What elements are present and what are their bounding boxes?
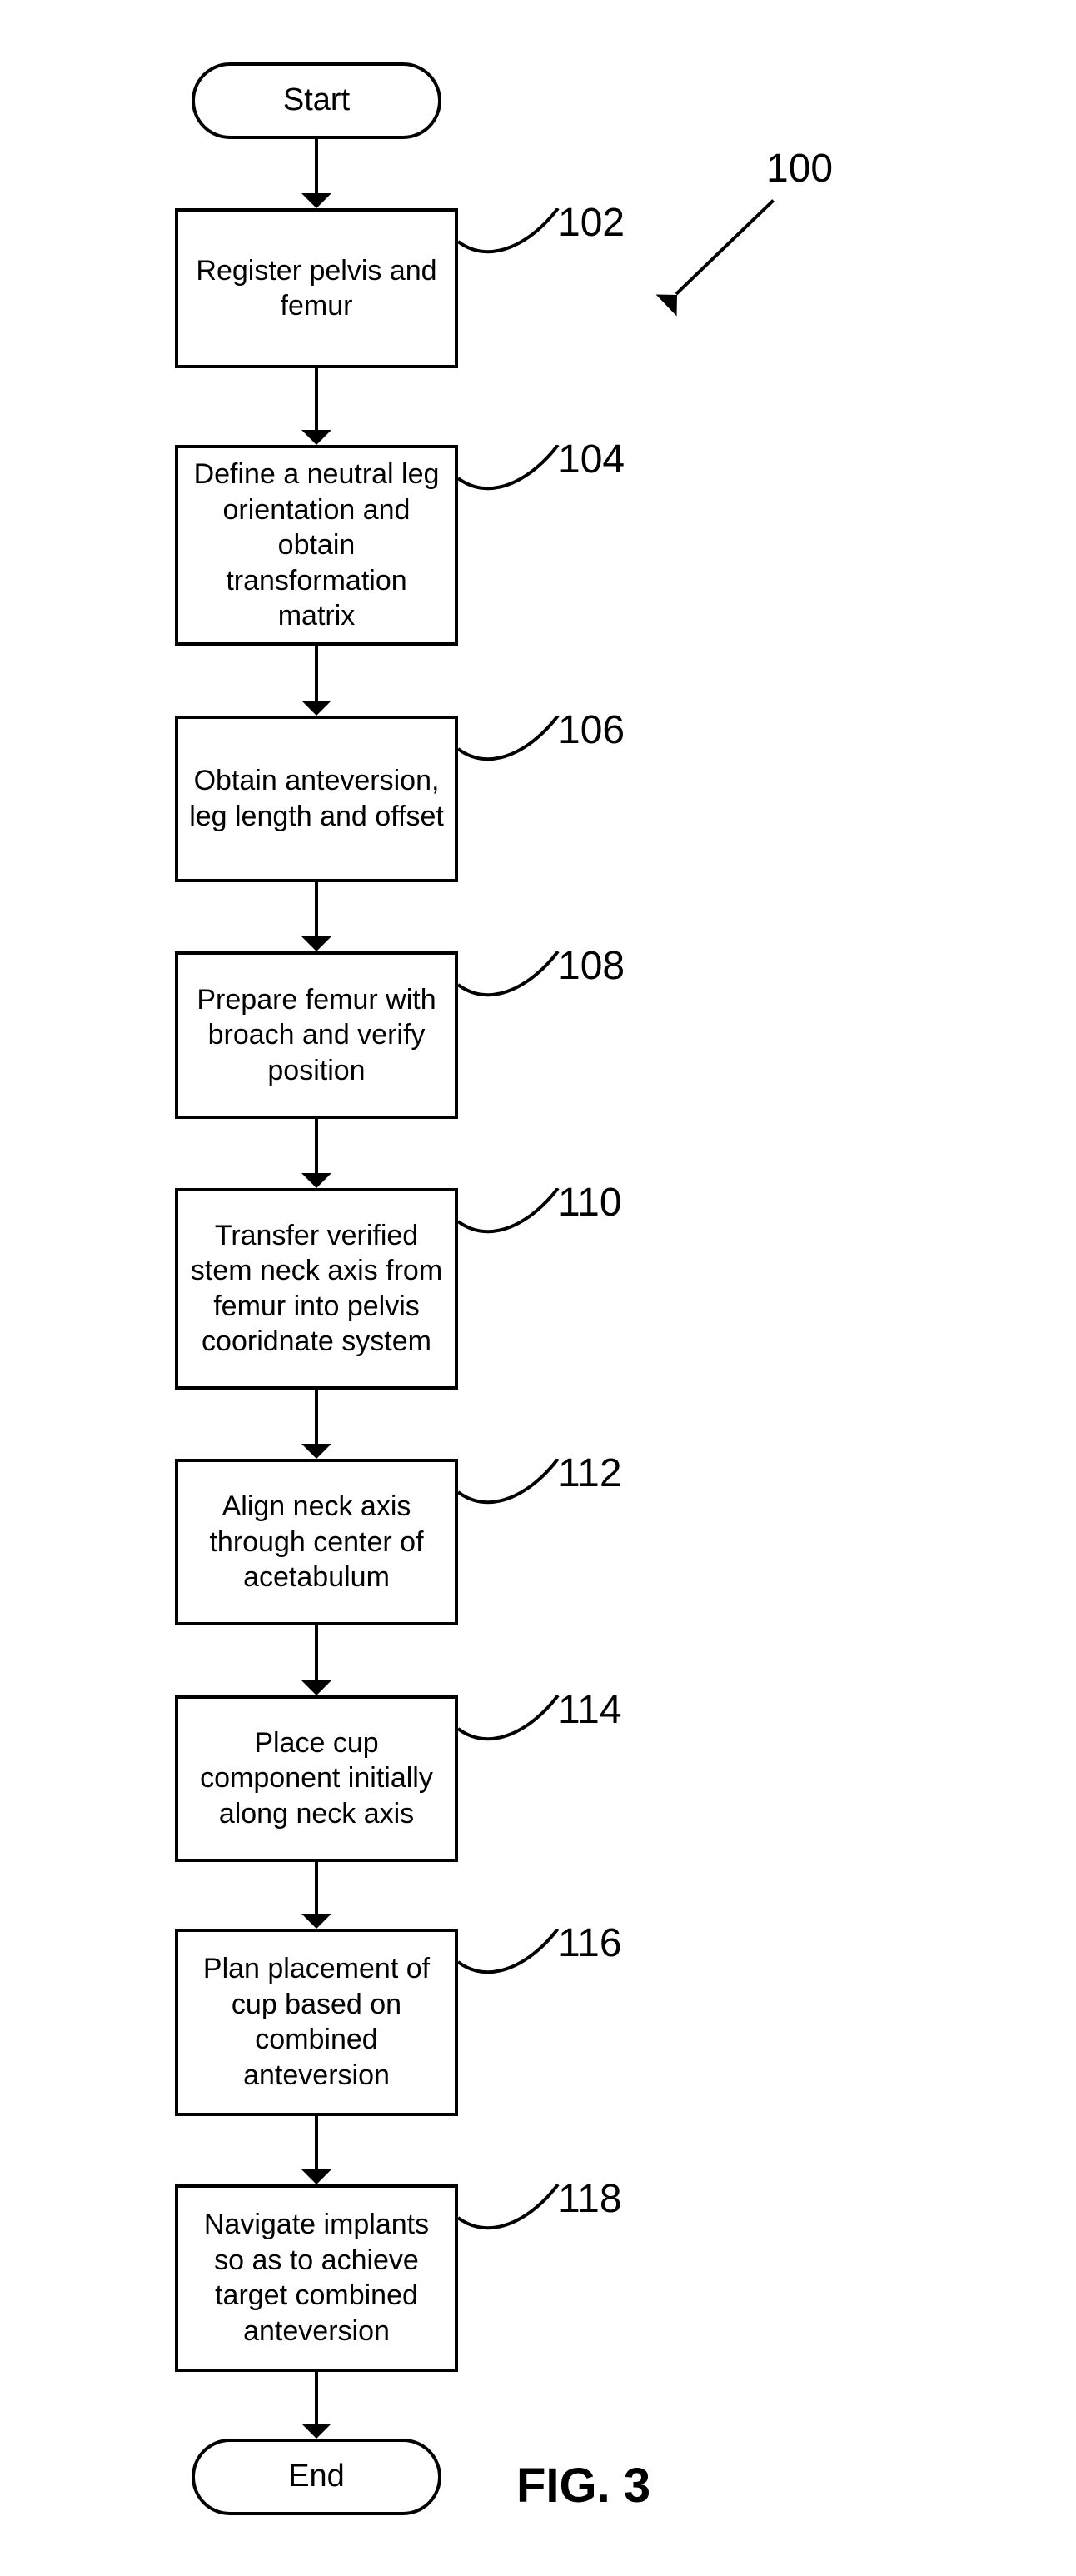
connector-line: [315, 368, 318, 430]
step-104: Define a neutral leg orientation and obt…: [175, 445, 458, 646]
connector-line: [315, 139, 318, 193]
step-label: 104: [558, 437, 625, 482]
figure-pointer-label: 100: [766, 146, 833, 192]
connector-line: [315, 1625, 318, 1680]
connector-line: [315, 1390, 318, 1444]
step-106: Obtain anteversion, leg length and offse…: [175, 716, 458, 882]
node-text: End: [288, 2457, 345, 2497]
connector-arrowhead: [301, 1680, 331, 1695]
connector-line: [315, 1119, 318, 1173]
node-text: Prepare femur with broach and verify pos…: [188, 982, 445, 1089]
connector-arrowhead: [301, 193, 331, 208]
step-label: 118: [558, 2176, 622, 2222]
connector-line: [315, 646, 318, 701]
step-label: 116: [558, 1920, 622, 1966]
connector-arrowhead: [301, 2424, 331, 2439]
step-label: 102: [558, 200, 625, 246]
step-label: 108: [558, 943, 625, 989]
connector-arrowhead: [301, 1914, 331, 1929]
step-label: 112: [558, 1450, 622, 1496]
figure-pointer-line: [675, 199, 775, 295]
connector-arrowhead: [301, 936, 331, 951]
connector-line: [315, 2372, 318, 2424]
connector-arrowhead: [301, 2169, 331, 2184]
flowchart-canvas: Start Register pelvis and femur 102 Define …: [0, 0, 1076, 2576]
step-114: Place cup component initially along neck…: [175, 1695, 458, 1862]
node-text: Navigate implants so as to achieve targe…: [188, 2207, 445, 2349]
start-terminator: Start: [192, 62, 441, 139]
connector-arrowhead: [301, 430, 331, 445]
node-text: Plan placement of cup based on combined …: [188, 1951, 445, 2093]
step-108: Prepare femur with broach and verify pos…: [175, 951, 458, 1118]
connector-arrowhead: [301, 1173, 331, 1188]
step-label: 114: [558, 1687, 622, 1733]
connector-line: [315, 882, 318, 936]
step-110: Transfer verified stem neck axis from fe…: [175, 1188, 458, 1390]
step-label: 106: [558, 707, 625, 753]
node-text: Obtain anteversion, leg length and offse…: [188, 763, 445, 834]
node-text: Align neck axis through center of acetab…: [188, 1489, 445, 1595]
step-118: Navigate implants so as to achieve targe…: [175, 2184, 458, 2372]
figure-label: FIG. 3: [516, 2458, 650, 2514]
node-text: Place cup component initially along neck…: [188, 1725, 445, 1832]
connector-line: [315, 1862, 318, 1914]
step-label: 110: [558, 1180, 622, 1226]
node-text: Register pelvis and femur: [188, 253, 445, 324]
node-text: Start: [283, 81, 350, 121]
connector-arrowhead: [301, 1444, 331, 1459]
connector-arrowhead: [301, 701, 331, 716]
step-116: Plan placement of cup based on combined …: [175, 1929, 458, 2116]
step-102: Register pelvis and femur: [175, 208, 458, 368]
node-text: Define a neutral leg orientation and obt…: [188, 457, 445, 634]
end-terminator: End: [192, 2439, 441, 2515]
node-text: Transfer verified stem neck axis from fe…: [188, 1218, 445, 1360]
step-112: Align neck axis through center of acetab…: [175, 1459, 458, 1625]
connector-line: [315, 2116, 318, 2169]
